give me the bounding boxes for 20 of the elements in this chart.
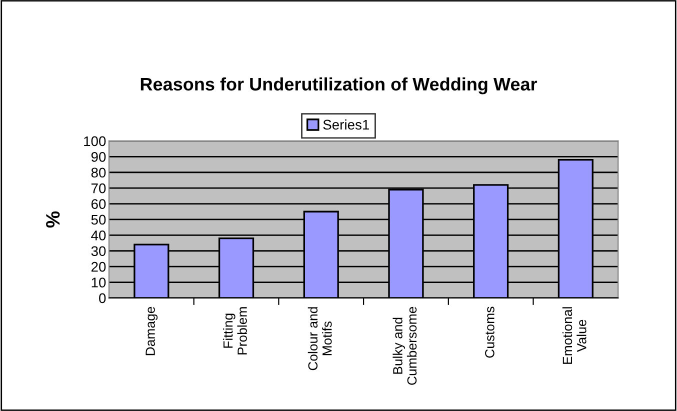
chart-title: Reasons for Underutilization of Wedding Wear	[140, 77, 538, 94]
x-tick-label: Emotional Value	[562, 307, 586, 364]
x-tick-label: Colour and Motifs	[308, 307, 332, 370]
y-tick-label: 40	[91, 230, 106, 240]
x-tick-label: Damage	[146, 306, 158, 356]
y-tick-label: 100	[84, 136, 106, 146]
x-tick-label: Customs	[485, 306, 494, 358]
x-tick-label: Fitting Problem	[223, 307, 247, 354]
y-tick-label: 60	[91, 199, 106, 209]
y-tick-label: 30	[91, 246, 106, 256]
y-tick-label: 90	[91, 152, 106, 162]
y-tick-label: 70	[91, 183, 106, 194]
y-tick-label: 50	[91, 214, 106, 225]
y-axis-title: %	[46, 211, 60, 228]
y-tick-label: 10	[92, 278, 106, 288]
y-tick-label: 80	[91, 168, 106, 178]
legend-label: Series1	[323, 119, 370, 130]
y-tick-label: 0	[99, 293, 106, 304]
x-tick-label: Bulky and Cumbersome	[392, 306, 417, 385]
y-tick-label: 20	[91, 262, 106, 272]
